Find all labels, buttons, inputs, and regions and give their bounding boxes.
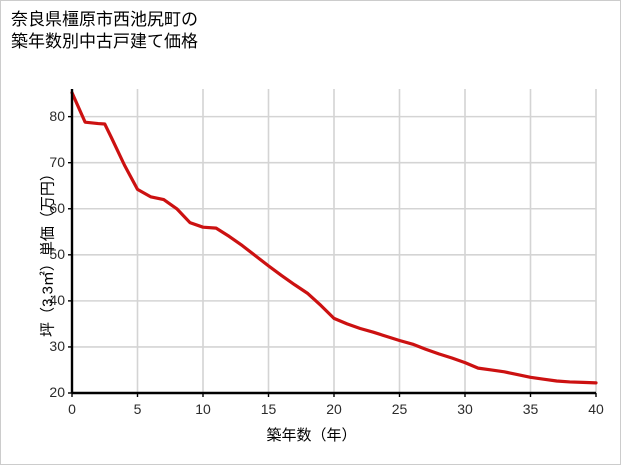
y-tick-label: 70 [49,153,65,170]
y-tick-label: 80 [49,107,65,124]
x-tick-label: 0 [68,401,76,417]
y-axis-title: 坪（3.3㎡）単価（万円） [39,166,57,337]
chart-title: 奈良県橿原市西池尻町の 築年数別中古戸建て価格 [11,10,198,52]
x-tick-label: 5 [133,401,142,417]
x-tick-label: 40 [588,401,604,417]
x-tick-label: 30 [457,401,473,417]
x-tick-label: 20 [326,401,342,417]
y-tick-label: 60 [49,199,65,216]
x-tick-label: 25 [391,401,408,417]
x-tick-label: 35 [522,401,539,417]
y-tick-label: 30 [49,337,65,354]
y-tick-label: 50 [49,245,65,262]
x-tick-label: 10 [195,401,211,417]
x-tick-label: 15 [260,401,277,417]
y-tick-label: 20 [49,384,65,400]
price-line-series [70,91,598,385]
x-axis-title: 築年数（年） [266,427,357,444]
gridlines [72,89,597,393]
y-tick-label: 40 [49,291,65,308]
